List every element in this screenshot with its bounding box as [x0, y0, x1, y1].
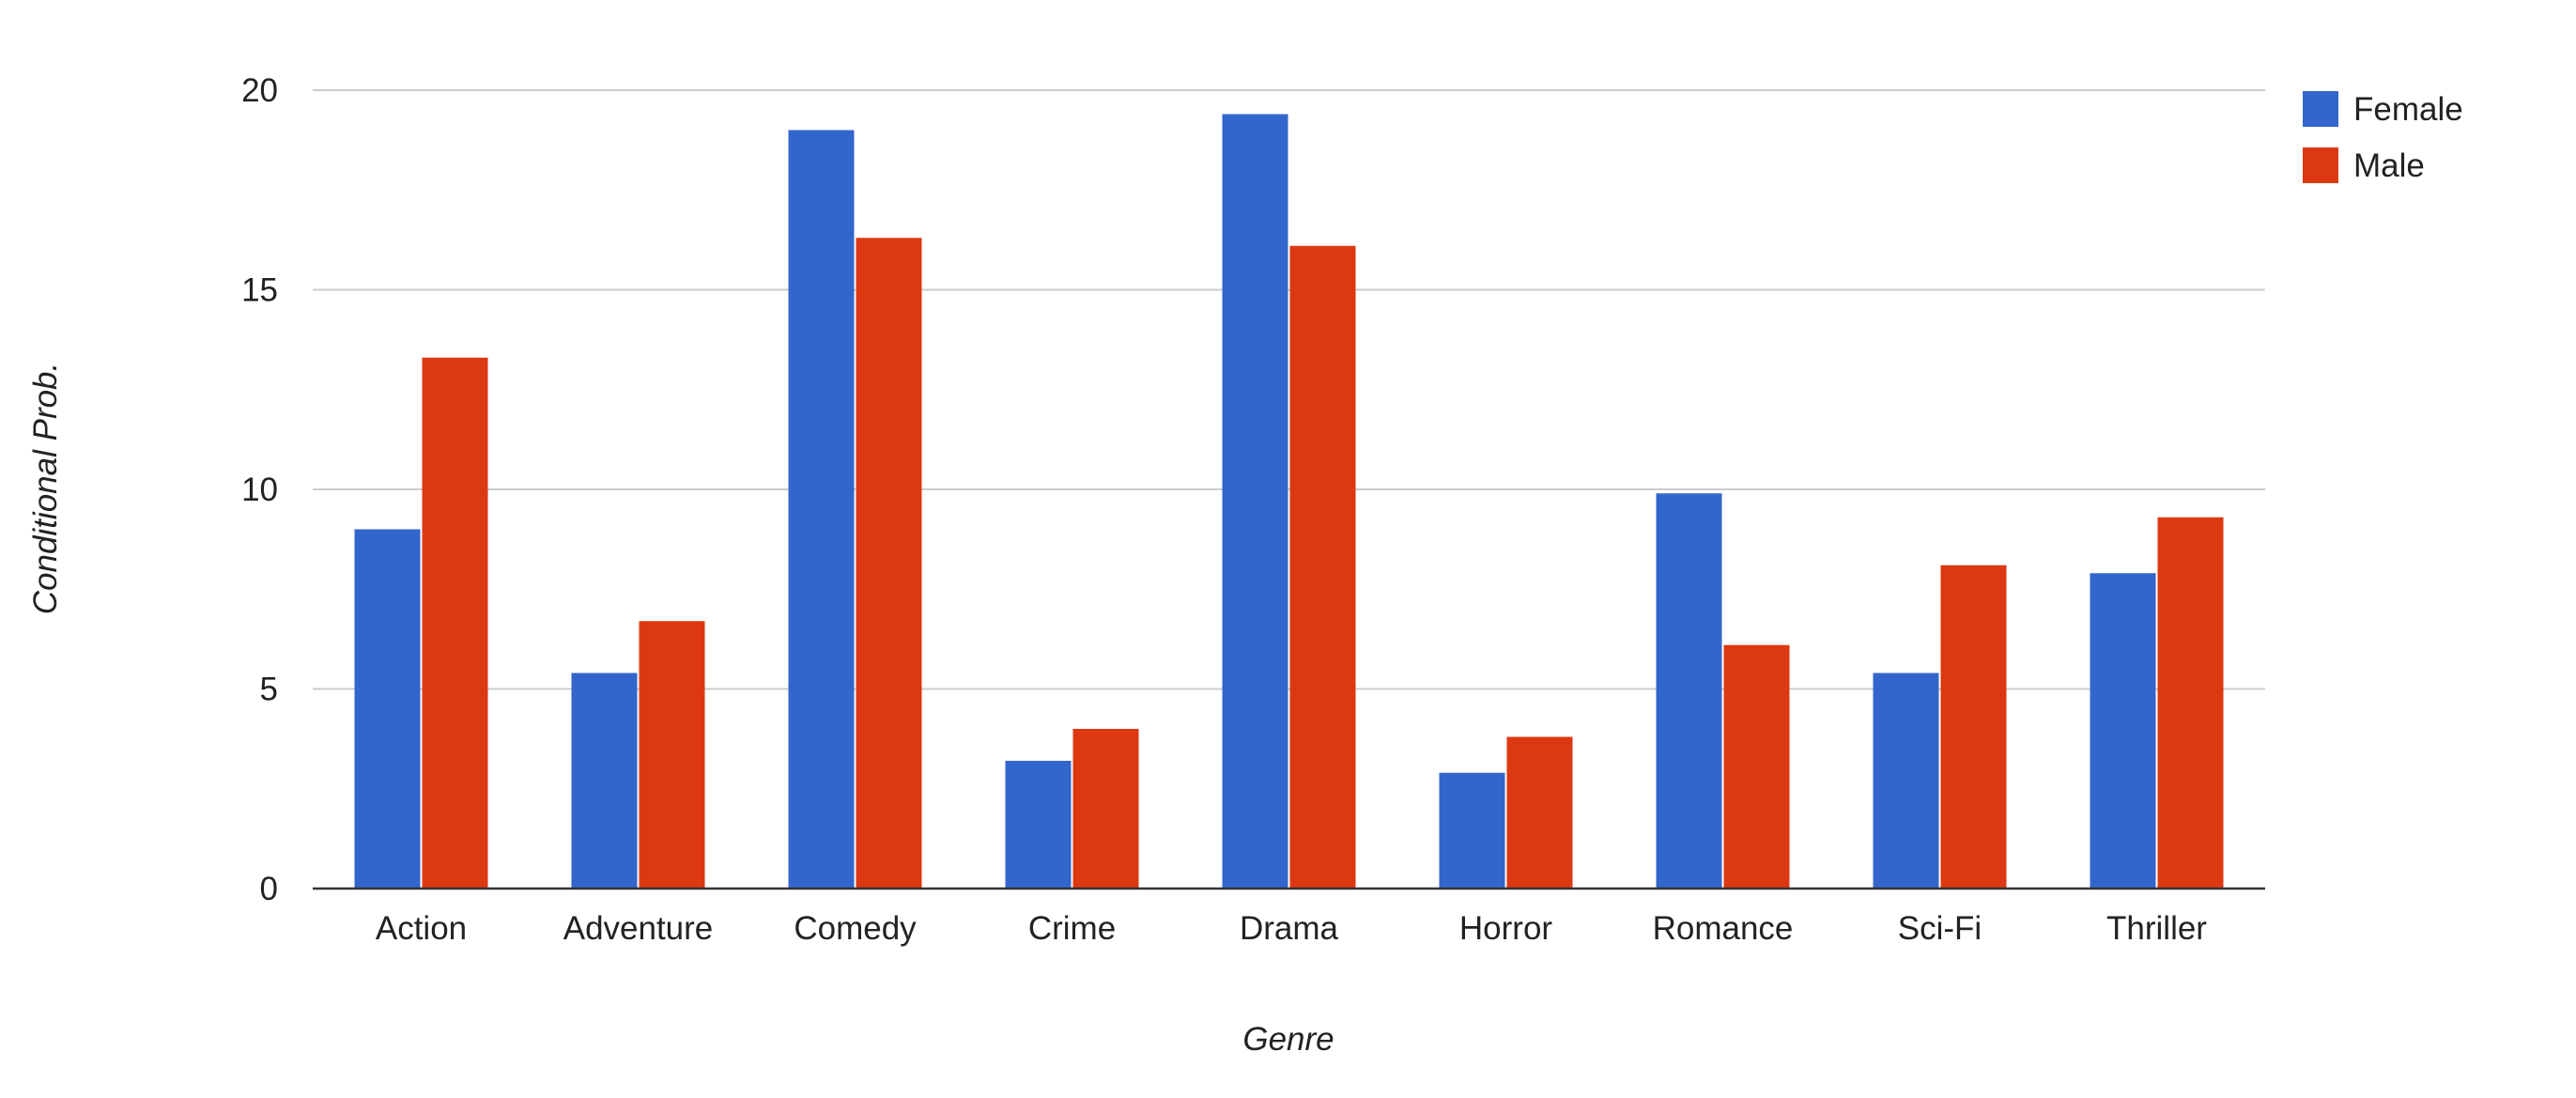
bar-female-drama [1222, 114, 1288, 889]
legend-item[interactable]: Female [2303, 91, 2463, 128]
legend-swatch [2303, 147, 2338, 183]
bar-male-thriller [2157, 517, 2224, 889]
y-tick-label: 0 [260, 871, 278, 907]
y-tick-label: 5 [260, 672, 278, 708]
bar-female-adventure [571, 673, 638, 889]
bar-female-crime [1005, 761, 1072, 889]
x-tick-label: Romance [1653, 910, 1794, 947]
x-axis-tick-labels: Action Adventure Comedy Crime Drama Horror Rom… [376, 910, 2207, 947]
bar-female-romance [1656, 493, 1722, 889]
bar-male-adventure [639, 621, 705, 889]
x-tick-label: Thriller [2106, 910, 2207, 947]
bar-male-action [422, 357, 488, 889]
y-axis-tick-labels: 0 5 10 15 20 [241, 72, 278, 907]
bars [354, 114, 2224, 889]
bar-male-comedy [856, 238, 922, 889]
bar-male-crime [1072, 729, 1139, 889]
x-tick-label: Adventure [563, 910, 714, 947]
bar-female-thriller [2090, 573, 2156, 889]
bar-male-horror [1506, 736, 1573, 889]
y-tick-label: 15 [241, 272, 278, 309]
x-tick-label: Horror [1459, 910, 1553, 947]
y-axis-title: Conditional Prob. [27, 363, 64, 615]
legend-item[interactable]: Male [2303, 147, 2425, 184]
bar-female-horror [1439, 772, 1505, 889]
x-tick-label: Action [376, 910, 467, 947]
legend-swatch [2303, 91, 2338, 127]
y-tick-label: 20 [241, 72, 278, 109]
x-tick-label: Drama [1240, 910, 1339, 947]
bar-female-comedy [788, 130, 855, 889]
x-tick-label: Sci-Fi [1898, 910, 1982, 947]
legend-label: Male [2353, 147, 2425, 184]
legend: Female Male [2303, 91, 2463, 184]
bar-male-sci-fi [1940, 564, 2007, 889]
bar-female-action [354, 529, 421, 889]
y-tick-label: 10 [241, 472, 278, 508]
legend-label: Female [2353, 91, 2463, 128]
bar-female-sci-fi [1873, 673, 1939, 889]
gridlines [313, 89, 2265, 690]
x-tick-label: Crime [1028, 910, 1116, 947]
x-axis-title: Genre [1242, 1021, 1334, 1058]
x-tick-label: Comedy [794, 910, 917, 947]
bar-male-drama [1289, 245, 1356, 889]
bar-male-romance [1723, 644, 1790, 889]
